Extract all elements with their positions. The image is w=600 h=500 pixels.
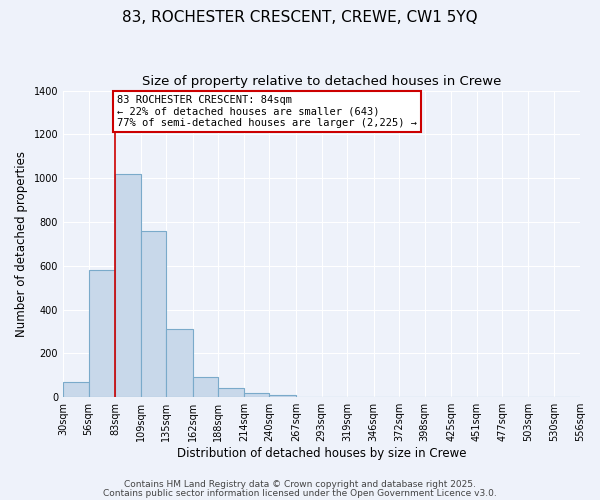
Bar xyxy=(244,393,269,397)
Bar xyxy=(193,378,218,397)
Bar xyxy=(115,174,140,397)
Bar xyxy=(63,382,89,397)
Text: Contains HM Land Registry data © Crown copyright and database right 2025.: Contains HM Land Registry data © Crown c… xyxy=(124,480,476,489)
Bar xyxy=(218,388,244,397)
Bar xyxy=(166,330,193,397)
Title: Size of property relative to detached houses in Crewe: Size of property relative to detached ho… xyxy=(142,75,501,88)
Bar xyxy=(89,270,115,397)
Text: 83 ROCHESTER CRESCENT: 84sqm
← 22% of detached houses are smaller (643)
77% of s: 83 ROCHESTER CRESCENT: 84sqm ← 22% of de… xyxy=(117,95,417,128)
X-axis label: Distribution of detached houses by size in Crewe: Distribution of detached houses by size … xyxy=(177,447,466,460)
Y-axis label: Number of detached properties: Number of detached properties xyxy=(15,151,28,337)
Bar xyxy=(269,395,296,397)
Text: 83, ROCHESTER CRESCENT, CREWE, CW1 5YQ: 83, ROCHESTER CRESCENT, CREWE, CW1 5YQ xyxy=(122,10,478,25)
Bar xyxy=(140,230,166,397)
Text: Contains public sector information licensed under the Open Government Licence v3: Contains public sector information licen… xyxy=(103,488,497,498)
